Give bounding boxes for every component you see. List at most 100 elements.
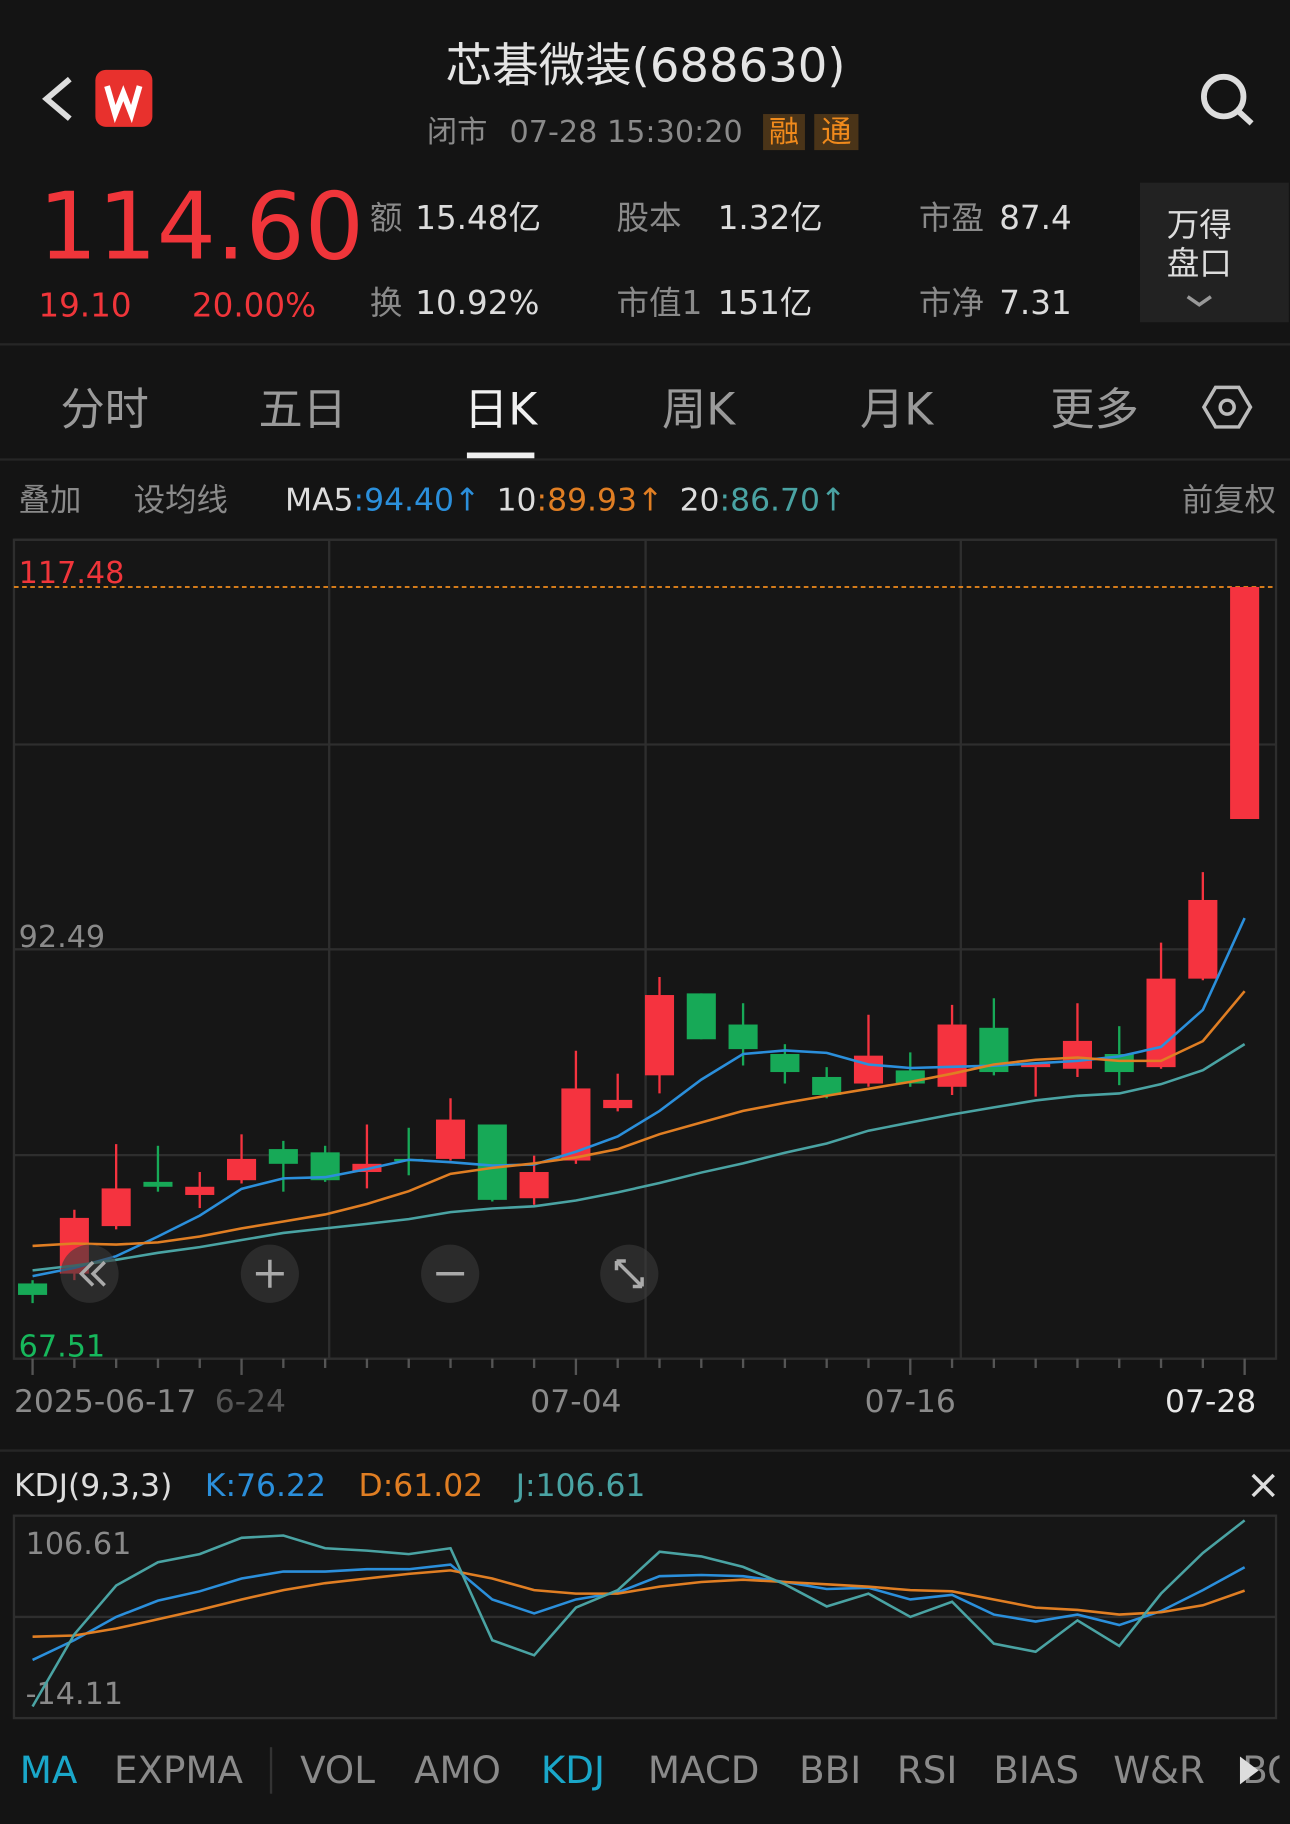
stat-value: 10.92% [415, 284, 539, 322]
indicator-line [32, 917, 1246, 1278]
period-tab[interactable]: 五日 [258, 385, 346, 436]
legend-sep: : [354, 483, 365, 519]
indicator-tab[interactable]: BIAS [993, 1748, 1079, 1792]
more-tabs-arrow [1239, 1756, 1259, 1785]
stat-label: 市净 [919, 284, 984, 322]
legend-name: J [514, 1468, 525, 1504]
indicator-tab[interactable]: MACD [648, 1748, 760, 1792]
tab-underline [466, 452, 535, 459]
indicator-title: KDJ(9,3,3) [14, 1468, 172, 1504]
back-button[interactable] [42, 76, 72, 121]
stat-value: 87.4 [999, 199, 1071, 237]
y-tick-label: 117.48 [19, 556, 125, 591]
y-tick-label: -14.11 [26, 1677, 123, 1712]
x-tick-label: 6-24 [215, 1384, 286, 1420]
candle-body [603, 1099, 633, 1109]
legend-name: K [205, 1468, 227, 1504]
chevron [1186, 295, 1212, 307]
legend-sep: : [226, 1468, 237, 1504]
stat-label: 额 [370, 199, 403, 237]
candle-body [185, 1186, 215, 1195]
button-label: 万得 [1167, 206, 1232, 244]
period-tab[interactable]: 周K [662, 385, 736, 436]
indicator-tab[interactable]: AMO [414, 1748, 501, 1792]
legend-name: 10 [497, 483, 537, 519]
legend-name: 20 [680, 483, 720, 519]
badge: 通 [821, 115, 851, 150]
candle-body [18, 1283, 48, 1295]
x-tick-label: 07-16 [865, 1384, 956, 1420]
candle-body [1188, 899, 1218, 979]
stat-value: 7.31 [999, 284, 1071, 322]
stat-value: 1.32亿 [718, 199, 823, 237]
indicator-line [31, 1519, 1246, 1708]
indicator-line [32, 1569, 1246, 1638]
candle-body [268, 1149, 298, 1164]
indicator-tab[interactable]: MA [20, 1748, 78, 1792]
stock-title: 芯碁微装(688630) [446, 38, 846, 92]
indicator-line [32, 1563, 1246, 1662]
candle-body [1230, 586, 1260, 820]
zoom-controls [60, 1244, 659, 1303]
candle-body [1146, 978, 1176, 1068]
candle-body [561, 1088, 591, 1161]
legend-sep: : [537, 483, 548, 519]
legend-sep: : [720, 483, 731, 519]
button-label: 盘口 [1167, 245, 1232, 283]
candle-body [853, 1055, 884, 1084]
legend-sep: : [525, 1468, 536, 1504]
legend-value: 94.40 [364, 483, 454, 519]
x-tick-label: 07-28 [1165, 1384, 1256, 1420]
period-tab[interactable]: 日K [464, 385, 538, 436]
candle-body [1104, 1054, 1134, 1073]
candle-body [143, 1181, 173, 1187]
candle-body [1021, 1063, 1051, 1068]
legend-value: 76.22 [236, 1468, 326, 1504]
logo-w [104, 85, 143, 124]
toolbar-button[interactable]: 设均线 [134, 483, 228, 519]
scroll-left-button[interactable] [60, 1244, 119, 1303]
badge-bg [814, 114, 859, 151]
x-tick-label: 2025-06-17 [14, 1384, 196, 1420]
legend-arrow: ↑ [820, 483, 846, 519]
ma-legend: MA5:94.40↑ 10:89.93↑ 20:86.70↑ [285, 483, 846, 519]
y-tick-label: 92.49 [19, 920, 106, 955]
x-tick-label: 07-04 [530, 1384, 621, 1420]
indicator-tab[interactable]: W&R [1113, 1748, 1205, 1792]
market-status: 闭市 [427, 115, 487, 150]
stat-label: 市盈 [919, 199, 984, 237]
legend-name: D [359, 1468, 383, 1504]
kdj-legend: KDJ(9,3,3) K:76.22 D:61.02 J:106.61 [14, 1468, 645, 1504]
indicator-tab[interactable]: BBI [799, 1748, 861, 1792]
search-button[interactable] [1201, 73, 1254, 126]
candle-body [937, 1024, 967, 1087]
candle-body [770, 1054, 800, 1073]
adjust-button[interactable]: 前复权 [1182, 483, 1276, 519]
legend-arrow: ↑ [637, 483, 663, 519]
indicator-line [32, 990, 1246, 1248]
toolbar-button[interactable]: 叠加 [19, 483, 82, 519]
stat-label: 换 [370, 284, 403, 322]
indicator-tab[interactable]: RSI [897, 1748, 957, 1792]
indicator-tab[interactable]: KDJ [541, 1748, 605, 1792]
price-change-pct: 20.00% [192, 286, 316, 324]
wind-quote-button[interactable] [1139, 182, 1289, 323]
candle-body [227, 1158, 257, 1181]
stat-label: 市值1 [617, 284, 703, 322]
candle-body [519, 1172, 549, 1199]
legend-value: 61.02 [393, 1468, 483, 1504]
candle-body [1062, 1040, 1092, 1069]
candle-body [101, 1188, 131, 1227]
candle-body [644, 995, 675, 1076]
period-tab[interactable]: 更多 [1050, 385, 1138, 436]
indicator-tab[interactable]: VOL [300, 1748, 375, 1792]
legend-arrow: ↑ [454, 483, 480, 519]
y-tick-label: 106.61 [26, 1527, 132, 1562]
period-tab[interactable]: 分时 [60, 385, 148, 436]
legend-value: 86.70 [730, 483, 820, 519]
settings-button[interactable] [1201, 385, 1253, 429]
period-tab[interactable]: 月K [860, 385, 934, 436]
close-indicator[interactable] [1251, 1473, 1275, 1498]
indicator-tab[interactable]: EXPMA [114, 1748, 244, 1792]
